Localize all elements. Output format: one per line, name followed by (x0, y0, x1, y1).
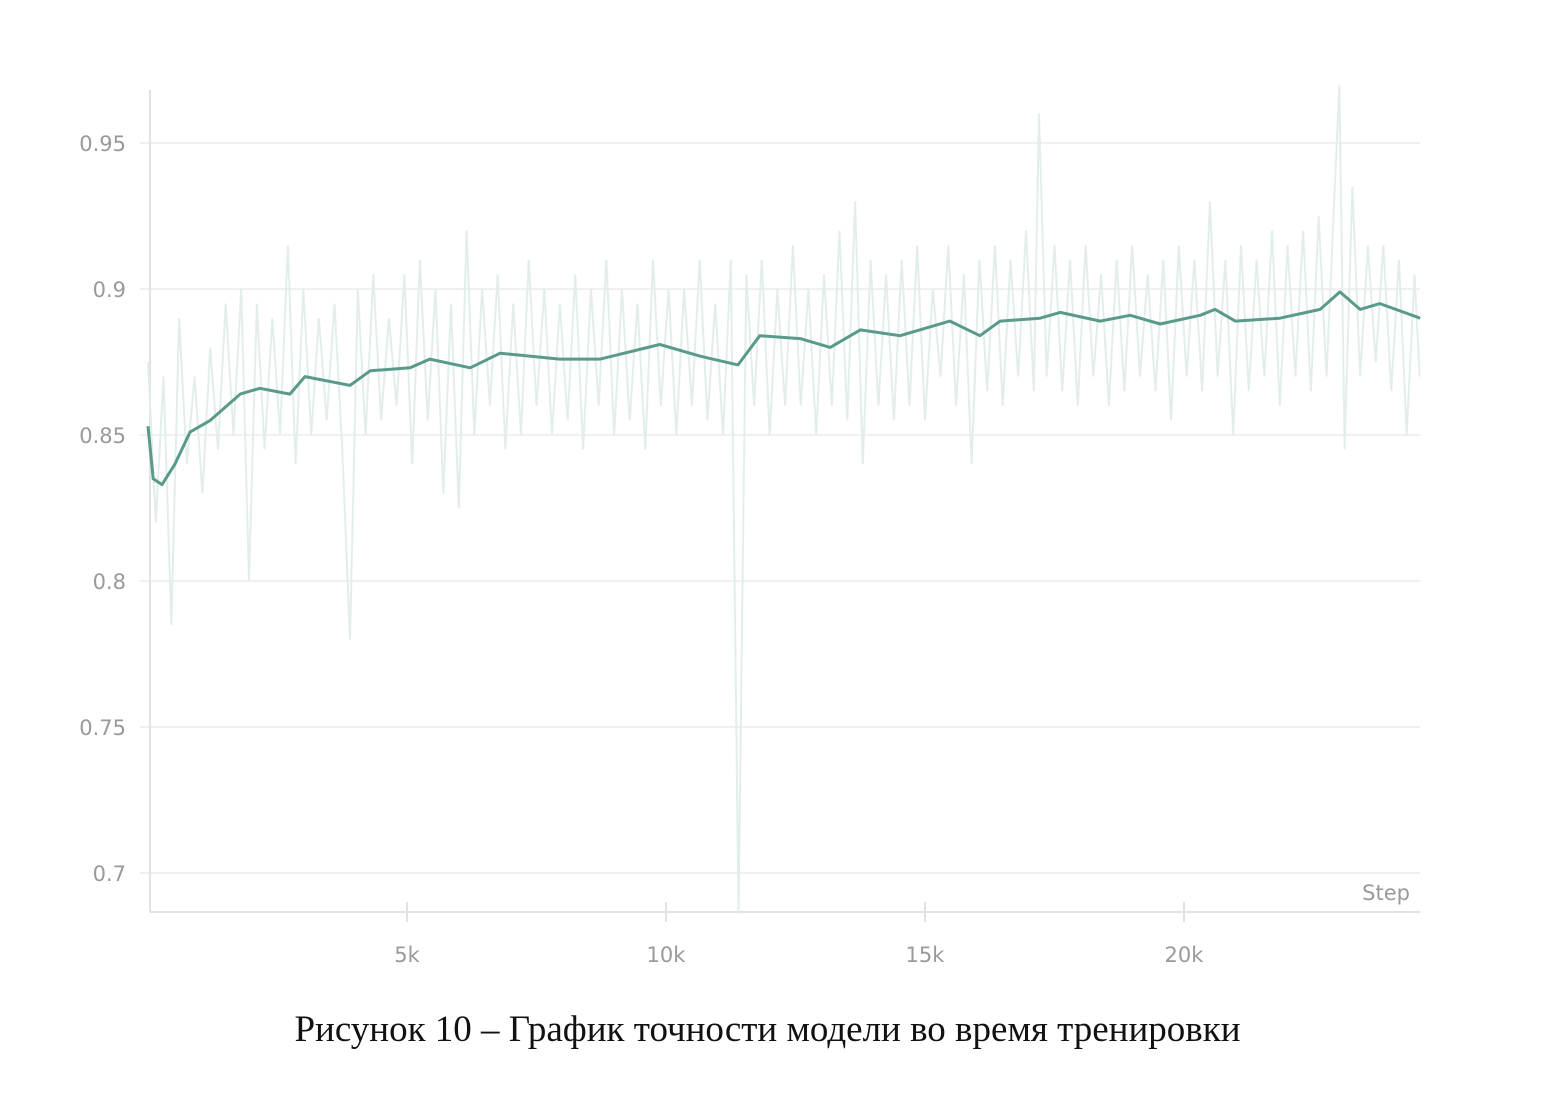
figure-caption: Рисунок 10 – График точности модели во в… (294, 1009, 1241, 1050)
y-tick-label: 0.9 (93, 278, 126, 302)
y-axis-ticks: 0.95 0.9 0.85 0.8 0.75 0.7 (79, 132, 126, 886)
smoothed-accuracy-series (146, 290, 1421, 487)
x-tick-label: 5k (394, 943, 420, 967)
x-tick-label: 15k (906, 943, 946, 967)
grid-lines (140, 142, 1420, 874)
y-tick-label: 0.75 (79, 716, 126, 740)
x-axis-ticks: 5k 10k 15k 20k (394, 902, 1204, 967)
y-tick-label: 0.8 (93, 570, 126, 594)
x-tick-label: 10k (647, 943, 687, 967)
x-tick-label: 20k (1165, 943, 1205, 967)
x-axis-label: Step (1362, 881, 1410, 905)
accuracy-chart: 0.95 0.9 0.85 0.8 0.75 0.7 5k 10k 15k 20k Step (79, 84, 1421, 967)
raw-accuracy-series (147, 84, 1421, 914)
y-tick-label: 0.7 (93, 862, 126, 886)
y-tick-label: 0.95 (79, 132, 126, 156)
y-tick-label: 0.85 (79, 424, 126, 448)
